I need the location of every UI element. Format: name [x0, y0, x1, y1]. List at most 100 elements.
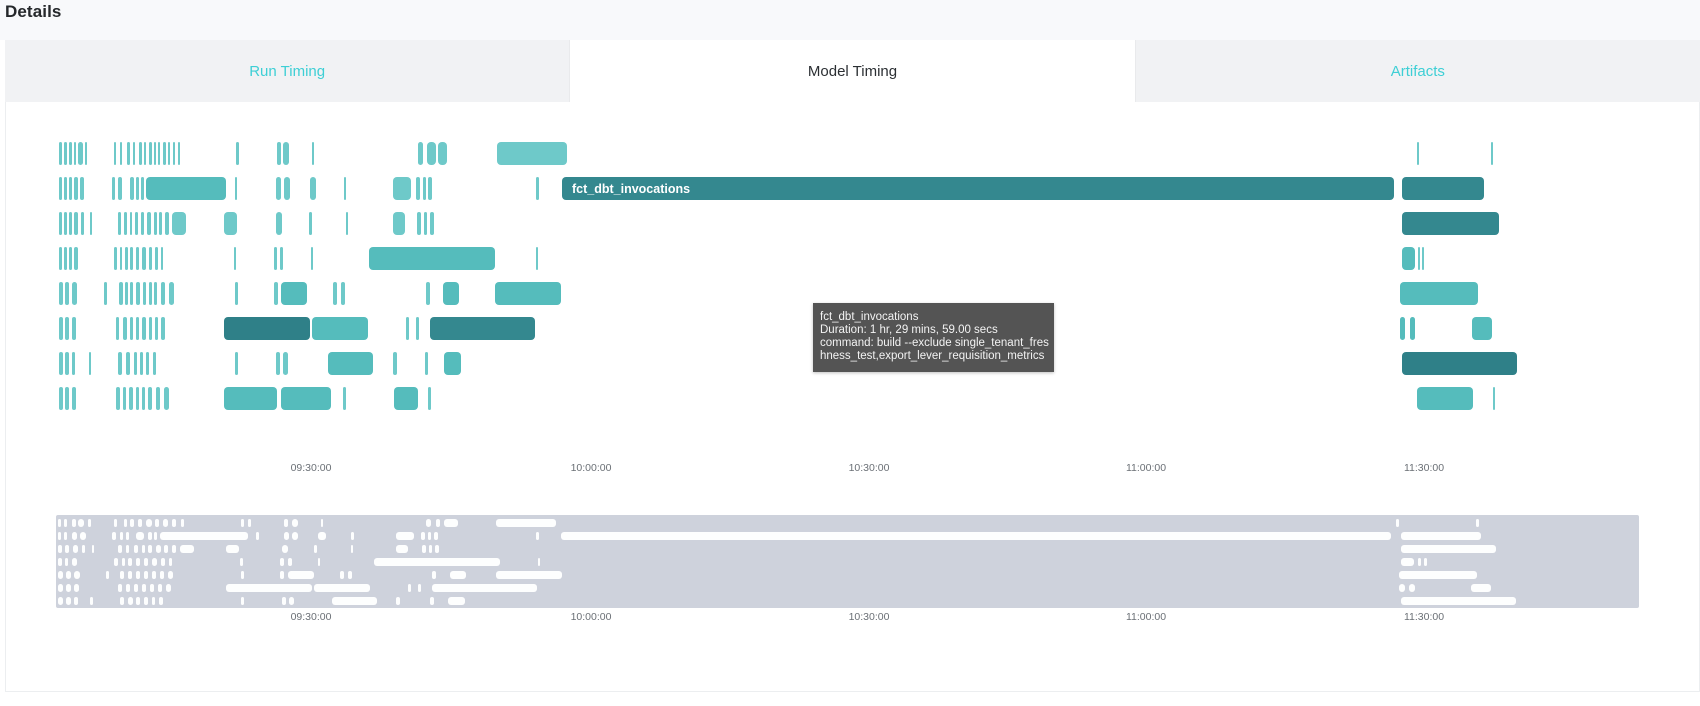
gantt-bar[interactable]: [146, 177, 226, 200]
gantt-bar[interactable]: [425, 352, 428, 375]
gantt-bar[interactable]: [139, 142, 142, 165]
timeline-brush-minimap[interactable]: [56, 515, 1639, 608]
gantt-bar[interactable]: [369, 247, 495, 270]
gantt-bar[interactable]: [116, 387, 120, 410]
gantt-bar[interactable]: [427, 142, 436, 165]
gantt-bar[interactable]: [155, 317, 158, 340]
gantt-bar[interactable]: [59, 352, 63, 375]
gantt-bar[interactable]: [438, 142, 447, 165]
gantt-bar[interactable]: [125, 247, 128, 270]
gantt-bar[interactable]: [235, 177, 237, 200]
gantt-bar[interactable]: [141, 212, 144, 235]
gantt-bar[interactable]: [59, 142, 62, 165]
gantt-bar[interactable]: [236, 142, 239, 165]
gantt-bar[interactable]: [126, 352, 130, 375]
gantt-bar[interactable]: [406, 317, 409, 340]
gantt-bar-highlighted[interactable]: fct_dbt_invocations: [562, 177, 1394, 200]
gantt-bar[interactable]: [124, 212, 127, 235]
gantt-bar[interactable]: [333, 282, 337, 305]
gantt-bar[interactable]: [161, 247, 163, 270]
gantt-bar[interactable]: [104, 282, 107, 305]
gantt-bar[interactable]: [130, 247, 133, 270]
gantt-bar[interactable]: [112, 177, 115, 200]
gantt-bar[interactable]: [69, 212, 72, 235]
gantt-bar[interactable]: [156, 387, 160, 410]
gantt-bar[interactable]: [310, 177, 316, 200]
gantt-bar[interactable]: [280, 247, 283, 270]
gantt-bar[interactable]: [312, 317, 368, 340]
gantt-bar[interactable]: [283, 142, 289, 165]
gantt-bar[interactable]: [141, 177, 144, 200]
gantt-bar[interactable]: [144, 142, 146, 165]
gantt-bar[interactable]: [424, 212, 427, 235]
gantt-bar[interactable]: [417, 212, 421, 235]
gantt-bar[interactable]: [142, 247, 146, 270]
gantt-bar[interactable]: [172, 212, 186, 235]
gantt-bar[interactable]: [1400, 282, 1478, 305]
gantt-bar[interactable]: [118, 352, 122, 375]
gantt-bar[interactable]: [118, 212, 121, 235]
gantt-bar[interactable]: [428, 387, 431, 410]
gantt-bar[interactable]: [1417, 387, 1473, 410]
gantt-bar[interactable]: [114, 142, 116, 165]
gantt-bar[interactable]: [1417, 142, 1419, 165]
gantt-bar[interactable]: [72, 282, 77, 305]
gantt-bar[interactable]: [125, 282, 128, 305]
gantt-bar[interactable]: [328, 352, 373, 375]
gantt-bar[interactable]: [274, 247, 277, 270]
gantt-bar[interactable]: [1410, 317, 1415, 340]
gantt-bar[interactable]: [161, 282, 165, 305]
gantt-bar[interactable]: [136, 177, 139, 200]
tab-artifacts[interactable]: Artifacts: [1135, 40, 1700, 102]
gantt-bar[interactable]: [143, 282, 146, 305]
gantt-bar[interactable]: [81, 212, 84, 235]
gantt-bar[interactable]: [418, 142, 423, 165]
gantt-bar[interactable]: [114, 247, 117, 270]
gantt-bar[interactable]: [142, 387, 145, 410]
gantt-bar[interactable]: [394, 387, 418, 410]
gantt-bar[interactable]: [65, 387, 69, 410]
gantt-bar[interactable]: [64, 212, 67, 235]
gantt-bar[interactable]: [159, 212, 162, 235]
gantt-bar[interactable]: [393, 177, 411, 200]
gantt-bar[interactable]: [497, 142, 567, 165]
gantt-bar[interactable]: [393, 212, 405, 235]
gantt-bar[interactable]: [444, 352, 461, 375]
gantt-bar[interactable]: [59, 282, 63, 305]
gantt-bar[interactable]: [119, 282, 123, 305]
gantt-bar[interactable]: [276, 177, 281, 200]
gantt-bar[interactable]: [168, 142, 170, 165]
gantt-bar[interactable]: [130, 177, 134, 200]
gantt-bar[interactable]: [343, 387, 346, 410]
gantt-bar[interactable]: [1418, 247, 1420, 270]
gantt-bar[interactable]: [74, 212, 78, 235]
gantt-bar[interactable]: [274, 282, 278, 305]
gantt-bar[interactable]: [123, 387, 126, 410]
gantt-bar[interactable]: [281, 282, 307, 305]
gantt-bar[interactable]: [234, 247, 236, 270]
gantt-bar[interactable]: [276, 352, 280, 375]
gantt-bar[interactable]: [136, 387, 139, 410]
gantt-bar[interactable]: [74, 142, 76, 165]
gantt-bar[interactable]: [163, 142, 166, 165]
gantt-bar[interactable]: [1493, 387, 1495, 410]
gantt-bar[interactable]: [59, 247, 62, 270]
gantt-bar[interactable]: [118, 177, 122, 200]
gantt-bar[interactable]: [224, 387, 277, 410]
gantt-bar[interactable]: [312, 142, 314, 165]
gantt-bar[interactable]: [276, 212, 282, 235]
gantt-bar[interactable]: [416, 317, 419, 340]
gantt-bar[interactable]: [158, 142, 160, 165]
gantt-bar[interactable]: [64, 177, 67, 200]
gantt-bar[interactable]: [153, 352, 156, 375]
gantt-bar[interactable]: [426, 282, 430, 305]
gantt-bar[interactable]: [495, 282, 561, 305]
gantt-bar[interactable]: [72, 387, 76, 410]
gantt-bar[interactable]: [130, 282, 133, 305]
tab-run-timing[interactable]: Run Timing: [5, 40, 571, 102]
gantt-bar[interactable]: [178, 142, 180, 165]
gantt-bar[interactable]: [284, 177, 290, 200]
gantt-bar[interactable]: [536, 177, 539, 200]
gantt-bar[interactable]: [69, 177, 72, 200]
gantt-bar[interactable]: [123, 317, 127, 340]
